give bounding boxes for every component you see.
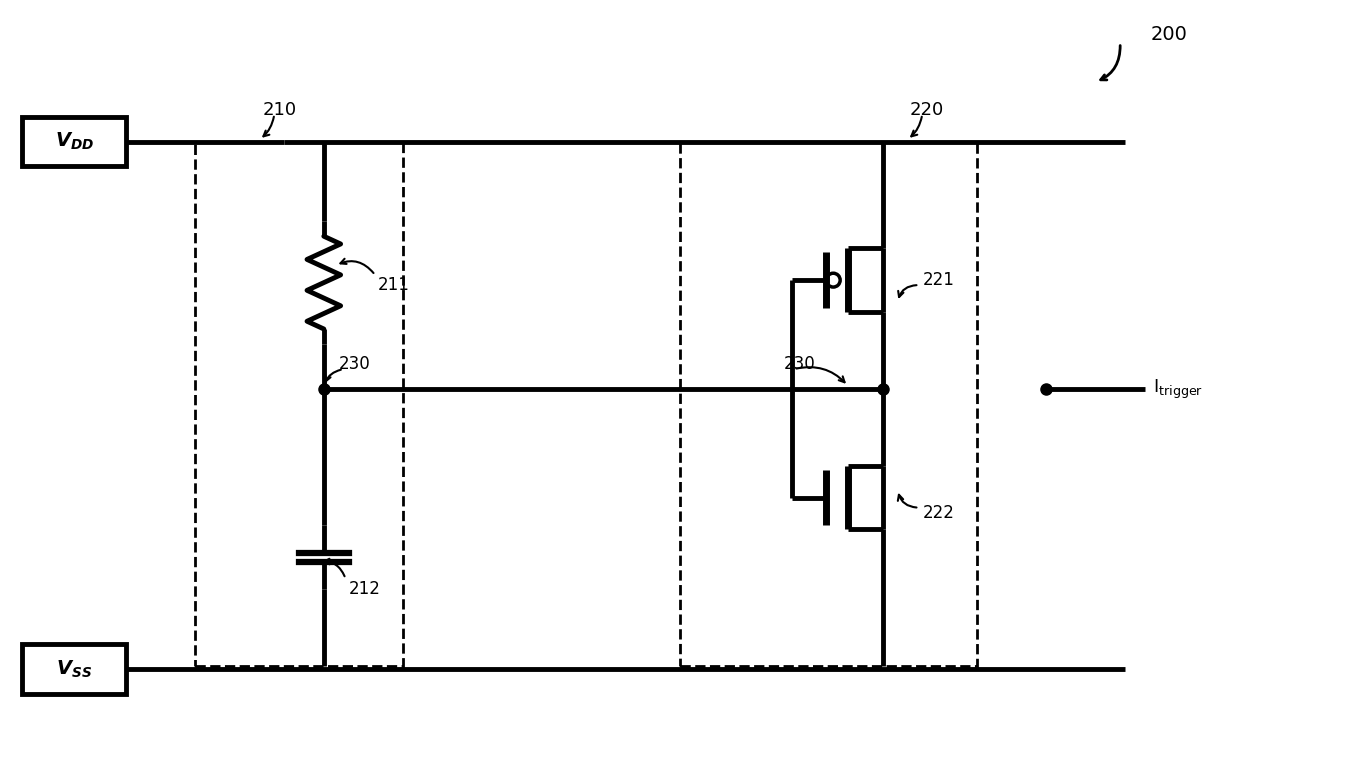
Text: 200: 200 [1151,25,1189,45]
Text: 230: 230 [783,355,816,373]
Text: $\mathregular{I_{trigger}}$: $\mathregular{I_{trigger}}$ [1152,378,1203,401]
Text: 230: 230 [339,355,370,373]
Text: 222: 222 [922,504,954,521]
Text: $\mathregular{V_{SS}}$: $\mathregular{V_{SS}}$ [57,658,93,680]
Text: 210: 210 [262,101,296,119]
Text: $\mathregular{V_{DD}}$: $\mathregular{V_{DD}}$ [55,131,94,152]
Text: 211: 211 [378,276,411,294]
Bar [22,644,127,694]
Text: 212: 212 [349,580,381,598]
Text: 220: 220 [910,101,945,119]
Text: 221: 221 [922,271,954,289]
Bar [22,117,127,166]
